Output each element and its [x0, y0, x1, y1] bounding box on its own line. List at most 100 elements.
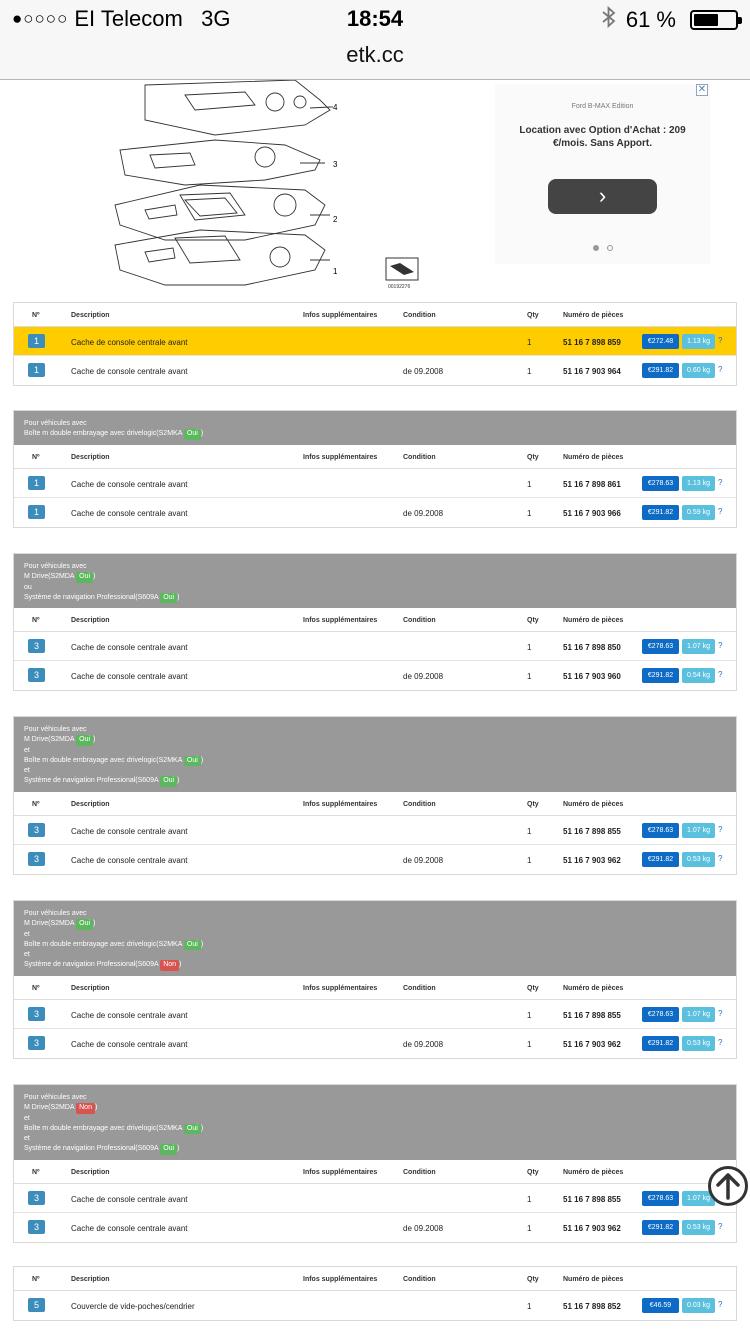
price-button[interactable]: €278.63 — [642, 639, 679, 655]
table-row[interactable]: 1 Cache de console centrale avant 1 51 16 7… — [14, 469, 736, 498]
table-row[interactable]: 1 Cache de console centrale avant de 09.20… — [14, 356, 736, 385]
col-condition: Condition — [403, 453, 436, 461]
help-icon[interactable]: ? — [718, 506, 723, 516]
help-icon[interactable]: ? — [718, 1300, 723, 1309]
help-icon[interactable]: ? — [718, 477, 723, 487]
part-number[interactable]: 51 16 7 898 852 — [563, 1302, 621, 1311]
url-bar[interactable]: etk.cc — [0, 40, 750, 80]
price-button[interactable]: €278.63 — [642, 475, 679, 491]
condition-tail: ) — [200, 756, 204, 764]
table-row[interactable]: 3 Cache de console centrale avant 1 51 16 7… — [14, 1184, 736, 1213]
vehicle-condition-header: Pour véhicules avec M Drive(S2MDA Oui) et B… — [14, 717, 736, 792]
table-row[interactable]: 1 Cache de console centrale avant 1 51 16 7… — [14, 327, 736, 356]
ad-close-icon[interactable]: ✕ — [696, 84, 708, 96]
part-number[interactable]: 51 16 7 898 859 — [563, 338, 621, 347]
position-badge[interactable]: 1 — [28, 334, 45, 348]
col-part-number: Numéro de pièces — [563, 453, 624, 461]
position-badge[interactable]: 3 — [28, 1035, 45, 1050]
table-row[interactable]: 3 Cache de console centrale avant de 09.20… — [14, 1213, 736, 1242]
help-icon[interactable]: ? — [718, 1037, 723, 1047]
url-text[interactable]: etk.cc — [346, 42, 404, 67]
ad-next-button[interactable]: › — [548, 179, 657, 214]
parts-diagram: 4 3 2 1 00192276 — [105, 79, 435, 295]
part-condition: de 09.2008 — [403, 1039, 444, 1049]
layer-1 — [114, 229, 330, 286]
price-button[interactable]: €272.48 — [642, 334, 679, 349]
part-qty: 1 — [527, 367, 532, 376]
part-number[interactable]: 51 16 7 903 960 — [563, 672, 621, 682]
table-header: Nº Description Infos supplémentaires Condit… — [14, 1160, 736, 1184]
help-icon[interactable]: ? — [718, 824, 723, 834]
weight-badge: 1.13 kg — [682, 475, 715, 491]
table-header: Nº Description Infos supplémentaires Condit… — [14, 445, 736, 469]
position-badge[interactable]: 3 — [28, 851, 45, 866]
scroll-to-top-button[interactable] — [708, 1166, 748, 1206]
price-button[interactable]: €291.82 — [642, 504, 679, 520]
table-row[interactable]: 3 Cache de console centrale avant de 09.20… — [14, 661, 736, 690]
table-row[interactable]: 3 Cache de console centrale avant de 09.20… — [14, 1029, 736, 1058]
position-badge[interactable]: 1 — [28, 363, 45, 377]
ad-text[interactable]: Location avec Option d'Achat : 209 €/moi… — [519, 125, 686, 149]
price-button[interactable]: €291.82 — [642, 668, 679, 684]
part-number[interactable]: 51 16 7 903 962 — [563, 1223, 621, 1233]
price-button[interactable]: €46.59 — [642, 1298, 679, 1313]
position-badge[interactable]: 1 — [28, 475, 45, 490]
weight-badge: 0.53 kg — [682, 851, 715, 867]
position-badge[interactable]: 3 — [28, 639, 45, 654]
price-button[interactable]: €278.63 — [642, 1190, 679, 1206]
help-icon[interactable]: ? — [718, 641, 723, 651]
price-button[interactable]: €291.82 — [642, 1035, 679, 1051]
weight-badge: 1.13 kg — [682, 334, 715, 349]
part-description: Cache de console centrale avant — [71, 508, 188, 518]
price-button[interactable]: €291.82 — [642, 363, 679, 378]
part-number[interactable]: 51 16 7 898 850 — [563, 643, 621, 653]
part-number[interactable]: 51 16 7 903 966 — [563, 508, 621, 518]
table-row[interactable]: 3 Cache de console centrale avant de 09.20… — [14, 845, 736, 874]
vehicle-condition-header: Pour véhicules avec Boîte m double embray… — [14, 411, 736, 445]
part-number[interactable]: 51 16 7 903 962 — [563, 1039, 621, 1049]
part-number[interactable]: 51 16 7 898 855 — [563, 1194, 621, 1204]
condition-text: M Drive(S2MDA — [24, 920, 77, 928]
part-qty: 1 — [527, 508, 532, 518]
help-icon[interactable]: ? — [718, 853, 723, 863]
condition-tail: ) — [200, 1124, 204, 1132]
part-description: Cache de console centrale avant — [71, 1039, 188, 1049]
position-badge[interactable]: 3 — [28, 1190, 45, 1205]
part-number[interactable]: 51 16 7 898 855 — [563, 826, 621, 836]
part-number[interactable]: 51 16 7 898 861 — [563, 479, 621, 489]
ad-banner[interactable]: ✕ Ford B-MAX Edition Location avec Optio… — [495, 84, 710, 264]
part-qty: 1 — [527, 1039, 532, 1049]
part-number[interactable]: 51 16 7 898 855 — [563, 1010, 621, 1020]
position-badge[interactable]: 1 — [28, 504, 45, 519]
price-button[interactable]: €278.63 — [642, 822, 679, 838]
help-icon[interactable]: ? — [718, 365, 723, 374]
table-header: Nº Description Infos supplémentaires Condit… — [14, 608, 736, 633]
part-number[interactable]: 51 16 7 903 964 — [563, 367, 621, 376]
position-badge[interactable]: 3 — [28, 668, 45, 683]
help-icon[interactable]: ? — [718, 1008, 723, 1018]
table-row[interactable]: 3 Cache de console centrale avant 1 51 16 7… — [14, 632, 736, 662]
price-button[interactable]: €291.82 — [642, 851, 679, 867]
table-row[interactable]: 1 Cache de console centrale avant de 09.20… — [14, 498, 736, 527]
table-row[interactable]: 5 Couvercle de vide-poches/cendrier 1 51 16… — [14, 1291, 736, 1320]
help-icon[interactable]: ? — [718, 1221, 723, 1231]
part-description: Cache de console centrale avant — [71, 1223, 188, 1233]
price-button[interactable]: €291.82 — [642, 1219, 679, 1235]
position-badge[interactable]: 3 — [28, 822, 45, 837]
status-bar: ●○○○○ EI Telecom 3G 18:54 61 % — [0, 0, 750, 40]
position-badge[interactable]: 3 — [28, 1006, 45, 1021]
help-icon[interactable]: ? — [718, 336, 723, 345]
condition-line: Pour véhicules avec — [24, 562, 726, 572]
position-badge[interactable]: 5 — [28, 1298, 45, 1312]
table-row[interactable]: 3 Cache de console centrale avant 1 51 16 7… — [14, 816, 736, 845]
condition-line: Pour véhicules avec — [24, 725, 726, 735]
part-condition: de 09.2008 — [403, 672, 444, 682]
help-icon[interactable]: ? — [718, 670, 723, 680]
weight-badge: 0.03 kg — [682, 1298, 715, 1313]
part-number[interactable]: 51 16 7 903 962 — [563, 855, 621, 865]
position-badge[interactable]: 3 — [28, 1219, 45, 1234]
table-row[interactable]: 3 Cache de console centrale avant 1 51 16 7… — [14, 1000, 736, 1029]
col-info: Infos supplémentaires — [303, 800, 378, 808]
price-button[interactable]: €278.63 — [642, 1006, 679, 1022]
col-info: Infos supplémentaires — [303, 984, 378, 992]
